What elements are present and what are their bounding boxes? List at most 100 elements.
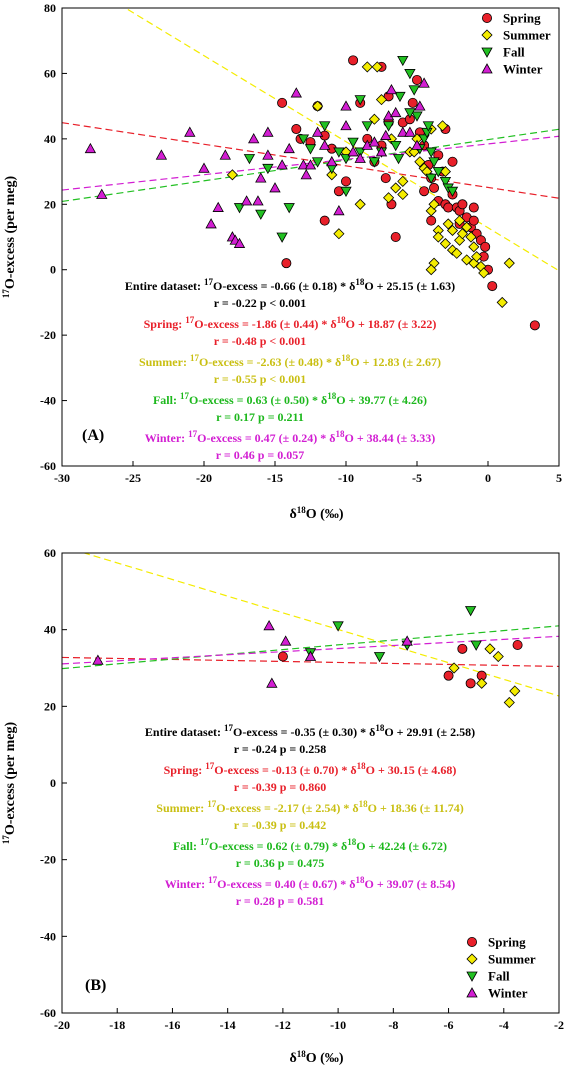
x-tick-label: -10 bbox=[338, 471, 354, 485]
x-tick-label: 5 bbox=[556, 471, 562, 485]
point-winter bbox=[368, 136, 381, 147]
chart-panel-b: -20 -18 -16 -14 -12 -10 -8 -6 -4 -2 -60 -40 -20 0 20 40… bbox=[1, 546, 564, 1066]
equation-stats: r = -0.39 p = 0.860 bbox=[234, 780, 326, 794]
point-summer bbox=[484, 643, 496, 655]
point-spring bbox=[419, 186, 430, 197]
point-fall bbox=[404, 108, 416, 119]
point-winter bbox=[266, 677, 278, 688]
point-spring bbox=[407, 97, 418, 108]
equation-stats: r = 0.46 p = 0.057 bbox=[216, 448, 304, 462]
legend-marker-summer bbox=[481, 29, 493, 41]
point-summer bbox=[375, 94, 388, 106]
point-winter bbox=[414, 100, 426, 111]
point-spring bbox=[443, 670, 454, 681]
point-fall bbox=[390, 140, 402, 152]
x-tick-label: -16 bbox=[164, 1018, 180, 1032]
x-tick-label: -12 bbox=[275, 1018, 291, 1032]
point-winter bbox=[263, 620, 275, 631]
point-spring bbox=[480, 241, 491, 252]
point-winter bbox=[92, 654, 104, 665]
point-fall bbox=[311, 157, 324, 168]
point-fall bbox=[304, 144, 317, 155]
point-summer bbox=[465, 231, 477, 243]
y-tick-label: -40 bbox=[40, 394, 56, 408]
point-summer bbox=[333, 228, 345, 240]
y-tick-label: 40 bbox=[44, 623, 56, 637]
point-winter bbox=[297, 159, 310, 170]
point-fall bbox=[319, 121, 331, 132]
legend-label-spring: Spring bbox=[488, 935, 526, 950]
point-summer bbox=[448, 662, 460, 674]
point-spring bbox=[380, 173, 391, 184]
point-fall bbox=[332, 621, 344, 632]
y-tick-label: 60 bbox=[44, 66, 56, 80]
point-fall bbox=[428, 157, 440, 168]
point-winter bbox=[340, 119, 352, 131]
point-spring bbox=[429, 182, 440, 193]
point-spring bbox=[457, 199, 468, 210]
y-axis-title: 17O-excess (per meg) bbox=[1, 722, 18, 845]
legend-label-summer: Summer bbox=[503, 28, 551, 43]
point-fall bbox=[233, 203, 246, 214]
point-summer bbox=[496, 296, 508, 308]
point-winter bbox=[248, 133, 260, 144]
point-summer bbox=[432, 231, 444, 243]
point-winter bbox=[252, 195, 264, 206]
point-spring bbox=[468, 215, 479, 226]
point-spring bbox=[281, 258, 292, 269]
point-fall bbox=[382, 121, 395, 132]
x-tick-label: -25 bbox=[125, 471, 141, 485]
point-winter bbox=[155, 149, 168, 160]
data-points bbox=[84, 55, 540, 331]
point-summer bbox=[361, 61, 373, 73]
point-summer bbox=[354, 198, 366, 210]
point-winter bbox=[269, 182, 281, 193]
legend-marker-spring bbox=[466, 937, 477, 948]
legend-marker-winter bbox=[481, 63, 493, 74]
x-tick-label: -10 bbox=[330, 1018, 346, 1032]
equation-winter: Winter: 17O-excess = 0.47 (± 0.24) * δ18… bbox=[145, 429, 436, 445]
point-winter bbox=[340, 100, 352, 111]
x-axis-title: δ18O (‰) bbox=[290, 1049, 344, 1066]
point-summer bbox=[414, 156, 426, 168]
x-axis-title: δ18O (‰) bbox=[290, 505, 344, 522]
y-tick-label: 20 bbox=[44, 197, 56, 211]
point-winter bbox=[212, 201, 224, 212]
fit-line-summer bbox=[124, 8, 559, 272]
x-tick-label: -20 bbox=[54, 1018, 70, 1032]
point-summer bbox=[503, 696, 515, 709]
point-summer bbox=[456, 228, 469, 240]
point-summer bbox=[461, 221, 473, 233]
point-summer bbox=[451, 247, 463, 259]
point-winter bbox=[233, 237, 246, 248]
point-spring bbox=[319, 215, 330, 226]
fit-line-fall bbox=[62, 625, 559, 670]
point-summer bbox=[397, 188, 409, 201]
equation-summer: Summer: 17O-excess = -2.17 (± 2.54) * δ1… bbox=[156, 799, 463, 815]
y-tick-label: -60 bbox=[40, 459, 56, 473]
equation-stats: r = 0.36 p = 0.475 bbox=[236, 856, 324, 870]
plot-frame bbox=[61, 7, 560, 467]
y-tick-label: 20 bbox=[44, 699, 56, 713]
point-fall bbox=[432, 167, 444, 178]
point-fall bbox=[340, 186, 352, 198]
point-winter bbox=[219, 149, 231, 160]
point-spring bbox=[447, 156, 458, 167]
equation-stats: r = 0.28 p = 0.581 bbox=[236, 894, 324, 908]
point-fall bbox=[333, 147, 345, 158]
equation-stats: r = -0.39 p = 0.442 bbox=[234, 818, 326, 832]
point-fall bbox=[354, 147, 366, 158]
point-spring bbox=[529, 320, 540, 331]
point-winter bbox=[205, 218, 217, 229]
point-spring bbox=[411, 74, 422, 85]
point-summer bbox=[454, 215, 466, 227]
panel-label: (A) bbox=[82, 427, 104, 444]
equation-spring: Spring: 17O-excess = -1.86 (± 0.44) * δ1… bbox=[144, 315, 437, 331]
y-tick-label: -20 bbox=[40, 853, 56, 867]
legend-marker-spring bbox=[481, 12, 492, 23]
point-summer bbox=[425, 264, 437, 276]
point-summer bbox=[383, 192, 395, 204]
x-tick-label: -8 bbox=[388, 1018, 398, 1032]
point-fall bbox=[397, 55, 409, 67]
point-winter bbox=[290, 87, 302, 98]
